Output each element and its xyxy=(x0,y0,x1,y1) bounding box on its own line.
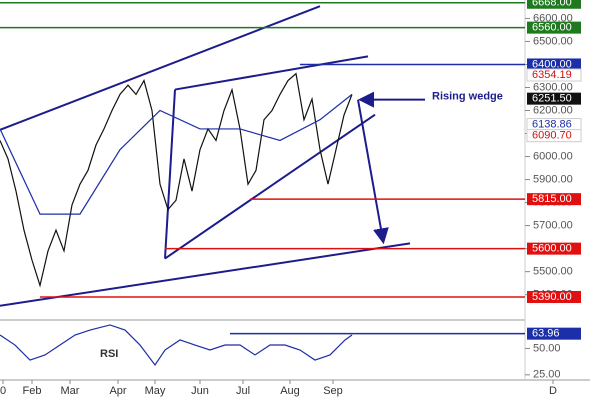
level-label: 5600.00 xyxy=(532,243,572,255)
level-label: 5390.00 xyxy=(532,291,572,303)
series-line xyxy=(0,72,353,288)
y-tick-label: 25.00 xyxy=(533,369,561,381)
y-tick-label: 5500.00 xyxy=(533,266,573,278)
y-tick-label: 6000.00 xyxy=(533,150,573,162)
trend-line xyxy=(164,113,376,260)
trend-line xyxy=(174,55,369,91)
y-tick-label: 6300.00 xyxy=(533,81,573,93)
level-box xyxy=(527,21,581,34)
x-tick-label: Sep xyxy=(323,385,343,397)
annotation: Rising wedge xyxy=(432,91,503,103)
x-tick-label: Feb xyxy=(23,385,42,397)
x-tick-label: Jul xyxy=(236,385,250,397)
level-label: 5815.00 xyxy=(532,193,572,205)
x-tick-label: Aug xyxy=(280,385,300,397)
x-tick-label: D xyxy=(549,385,557,397)
x-tick-label: May xyxy=(145,385,166,397)
x-tick-label: Mar xyxy=(61,385,80,397)
level-box xyxy=(527,193,581,206)
y-tick-label: 6600.00 xyxy=(533,12,573,24)
arrow xyxy=(357,99,389,245)
y-tick-label: 6200.00 xyxy=(533,104,573,116)
level-label: 6251.50 xyxy=(532,93,572,105)
x-tick-label: 0 xyxy=(0,385,6,397)
level-label: 6354.19 xyxy=(532,69,572,81)
level-box xyxy=(526,129,582,143)
x-tick-label: Jun xyxy=(191,385,209,397)
level-box xyxy=(527,0,581,9)
panel-title: RSI xyxy=(100,348,118,360)
y-tick-label: 50.00 xyxy=(533,342,561,354)
series-line xyxy=(0,93,353,215)
level-label: 6668.00 xyxy=(532,0,572,9)
trend-line xyxy=(0,5,321,131)
level-label: 6090.70 xyxy=(532,130,572,142)
level-box xyxy=(526,68,582,82)
y-tick-label: 6500.00 xyxy=(533,35,573,47)
trend-line xyxy=(0,242,411,307)
level-label: 63.96 xyxy=(532,328,560,340)
y-tick-label: 5900.00 xyxy=(533,173,573,185)
level-label: 6138.86 xyxy=(532,118,572,130)
x-tick-label: Apr xyxy=(109,385,126,397)
y-tick-label: 5700.00 xyxy=(533,220,573,232)
level-box xyxy=(527,290,581,303)
level-box xyxy=(527,92,581,105)
level-box xyxy=(527,242,581,255)
trend-line xyxy=(164,89,176,259)
level-box xyxy=(527,327,581,340)
level-box xyxy=(527,58,581,71)
level-label: 6560.00 xyxy=(532,22,572,34)
series-line xyxy=(0,324,353,367)
level-label: 6400.00 xyxy=(532,58,572,70)
